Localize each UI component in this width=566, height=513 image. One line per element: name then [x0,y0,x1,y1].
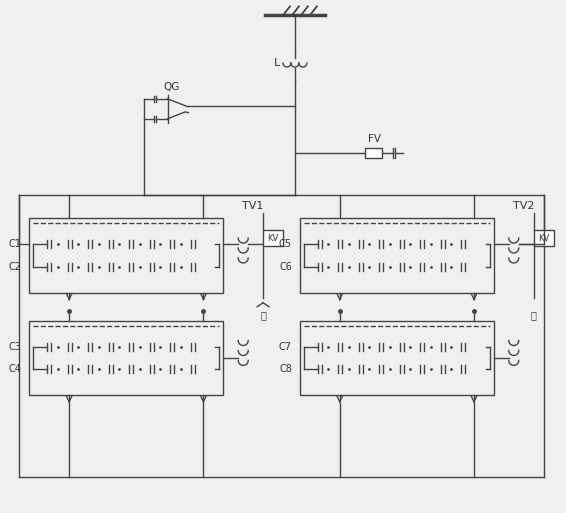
Text: C4: C4 [8,364,22,374]
Text: C3: C3 [8,342,22,352]
Text: QG: QG [164,82,180,92]
Text: C8: C8 [279,364,292,374]
Bar [29,321,224,395]
Text: C2: C2 [8,262,22,272]
Text: C5: C5 [279,240,292,249]
Bar [534,230,554,246]
Bar [263,230,283,246]
Bar [29,218,224,293]
Text: C1: C1 [8,240,22,249]
Text: TV2: TV2 [513,201,534,211]
Text: KV: KV [267,233,278,243]
Text: TV1: TV1 [242,201,264,211]
Text: C6: C6 [279,262,292,272]
Text: ⏚: ⏚ [260,310,266,320]
Bar [365,148,383,157]
Text: ⏚: ⏚ [531,310,537,320]
Text: KV: KV [538,233,549,243]
Text: C7: C7 [279,342,292,352]
Text: L: L [274,58,280,68]
Bar [300,321,494,395]
Bar [300,218,494,293]
Text: FV: FV [368,134,381,144]
